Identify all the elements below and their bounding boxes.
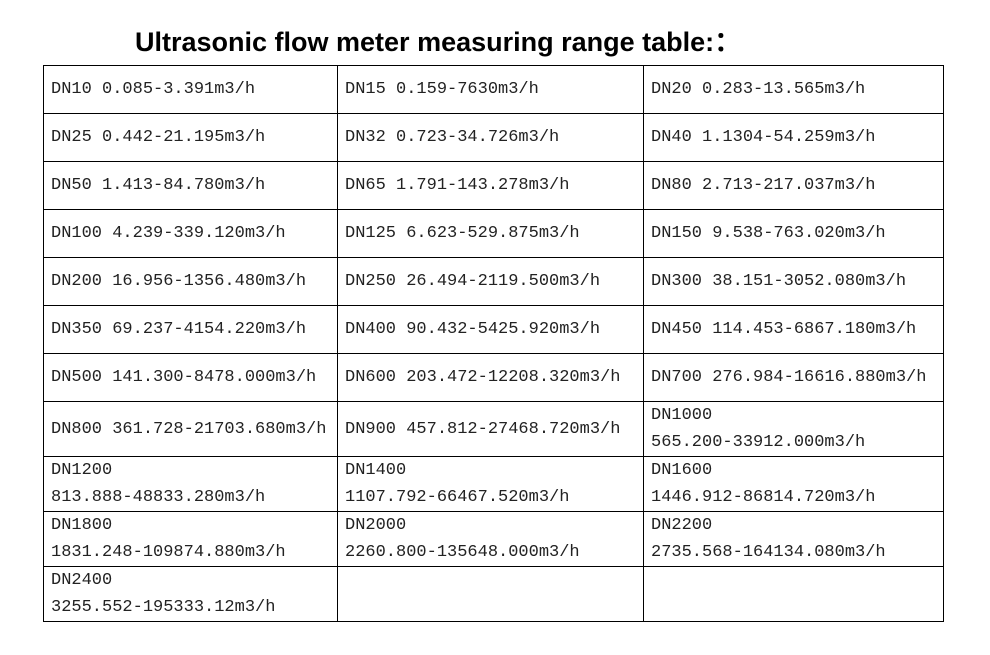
table-row: DN500 141.300-8478.000m3/h DN600 203.472-… xyxy=(43,353,944,402)
table-cell: DN1400 1107.792-66467.520m3/h xyxy=(337,456,644,512)
table-cell: DN600 203.472-12208.320m3/h xyxy=(337,353,644,402)
table-row: DN10 0.085-3.391m3/h DN15 0.159-7630m3/h D… xyxy=(43,65,944,114)
table-cell: DN1600 1446.912-86814.720m3/h xyxy=(643,456,944,512)
table-row: DN1800 1831.248-109874.880m3/h DN2000 2260.… xyxy=(43,511,944,567)
cell-line: DN350 69.237-4154.220m3/h xyxy=(51,320,307,339)
cell-line: DN600 203.472-12208.320m3/h xyxy=(345,368,621,387)
cell-line: DN400 90.432-5425.920m3/h xyxy=(345,320,601,339)
table-cell: DN20 0.283-13.565m3/h xyxy=(643,65,944,114)
cell-line: 813.888-48833.280m3/h xyxy=(51,488,266,507)
table-cell: DN2400 3255.552-195333.12m3/h xyxy=(43,566,338,622)
title: Ultrasonic flow meter measuring range ta… xyxy=(135,27,742,57)
cell-line: 2260.800-135648.000m3/h xyxy=(345,543,580,562)
cell-line: DN900 457.812-27468.720m3/h xyxy=(345,419,621,439)
table-row: DN2400 3255.552-195333.12m3/h xyxy=(43,566,944,622)
cell-line: DN1800 xyxy=(51,516,113,535)
table-cell: DN65 1.791-143.278m3/h xyxy=(337,161,644,210)
cell-line: DN15 0.159-7630m3/h xyxy=(345,80,539,99)
cell-line: DN10 0.085-3.391m3/h xyxy=(51,80,256,99)
table-cell: DN800 361.728-21703.680m3/h xyxy=(43,401,338,457)
table-cell: DN80 2.713-217.037m3/h xyxy=(643,161,944,210)
table-cell: DN25 0.442-21.195m3/h xyxy=(43,113,338,162)
cell-line: DN1600 xyxy=(651,461,713,480)
table-cell: DN300 38.151-3052.080m3/h xyxy=(643,257,944,306)
cell-line: DN250 26.494-2119.500m3/h xyxy=(345,272,601,291)
table-cell xyxy=(643,566,944,622)
table-cell: DN900 457.812-27468.720m3/h xyxy=(337,401,644,457)
table-cell: DN10 0.085-3.391m3/h xyxy=(43,65,338,114)
cell-line: DN200 16.956-1356.480m3/h xyxy=(51,272,307,291)
cell-line: DN80 2.713-217.037m3/h xyxy=(651,176,876,195)
cell-line: DN1200 xyxy=(51,461,113,480)
cell-line: DN1400 xyxy=(345,461,407,480)
cell-line: DN25 0.442-21.195m3/h xyxy=(51,128,266,147)
table-cell: DN1000 565.200-33912.000m3/h xyxy=(643,401,944,457)
cell-line: 3255.552-195333.12m3/h xyxy=(51,598,276,617)
table-cell: DN15 0.159-7630m3/h xyxy=(337,65,644,114)
range-table: DN10 0.085-3.391m3/h DN15 0.159-7630m3/h D… xyxy=(43,65,944,622)
table-row: DN25 0.442-21.195m3/h DN32 0.723-34.726m3… xyxy=(43,113,944,162)
cell-line: DN300 38.151-3052.080m3/h xyxy=(651,272,907,291)
table-cell: DN200 16.956-1356.480m3/h xyxy=(43,257,338,306)
table-cell: DN350 69.237-4154.220m3/h xyxy=(43,305,338,354)
table-row: DN1200 813.888-48833.280m3/h DN1400 1107.79… xyxy=(43,456,944,512)
cell-line: DN65 1.791-143.278m3/h xyxy=(345,176,570,195)
table-cell: DN1200 813.888-48833.280m3/h xyxy=(43,456,338,512)
cell-line: 2735.568-164134.080m3/h xyxy=(651,543,886,562)
cell-line: DN450 114.453-6867.180m3/h xyxy=(651,320,917,339)
cell-line: DN2400 xyxy=(51,571,113,590)
table-cell: DN400 90.432-5425.920m3/h xyxy=(337,305,644,354)
table-cell: DN700 276.984-16616.880m3/h xyxy=(643,353,944,402)
cell-line: DN20 0.283-13.565m3/h xyxy=(651,80,866,99)
cell-line: DN100 4.239-339.120m3/h xyxy=(51,224,286,243)
cell-line: DN150 9.538-763.020m3/h xyxy=(651,224,886,243)
table-cell: DN40 1.1304-54.259m3/h xyxy=(643,113,944,162)
cell-line: DN2000 xyxy=(345,516,407,535)
table-cell: DN32 0.723-34.726m3/h xyxy=(337,113,644,162)
table-cell: DN50 1.413-84.780m3/h xyxy=(43,161,338,210)
table-row: DN200 16.956-1356.480m3/h DN250 26.494-21… xyxy=(43,257,944,306)
table-row: DN350 69.237-4154.220m3/h DN400 90.432-54… xyxy=(43,305,944,354)
table-cell: DN125 6.623-529.875m3/h xyxy=(337,209,644,258)
cell-line: DN500 141.300-8478.000m3/h xyxy=(51,368,317,387)
table-row: DN50 1.413-84.780m3/h DN65 1.791-143.278m… xyxy=(43,161,944,210)
cell-line: DN50 1.413-84.780m3/h xyxy=(51,176,266,195)
table-row: DN800 361.728-21703.680m3/h DN900 457.812… xyxy=(43,401,944,457)
cell-line: DN40 1.1304-54.259m3/h xyxy=(651,128,876,147)
table-cell: DN2200 2735.568-164134.080m3/h xyxy=(643,511,944,567)
table-cell: DN100 4.239-339.120m3/h xyxy=(43,209,338,258)
table-cell: DN150 9.538-763.020m3/h xyxy=(643,209,944,258)
cell-line: 1831.248-109874.880m3/h xyxy=(51,543,286,562)
cell-line: DN2200 xyxy=(651,516,713,535)
table-row: DN100 4.239-339.120m3/h DN125 6.623-529.8… xyxy=(43,209,944,258)
cell-line: DN800 361.728-21703.680m3/h xyxy=(51,419,327,439)
table-cell: DN1800 1831.248-109874.880m3/h xyxy=(43,511,338,567)
cell-line: 565.200-33912.000m3/h xyxy=(651,433,866,452)
table-cell xyxy=(337,566,644,622)
table-cell: DN2000 2260.800-135648.000m3/h xyxy=(337,511,644,567)
cell-line: DN125 6.623-529.875m3/h xyxy=(345,224,580,243)
table-cell: DN250 26.494-2119.500m3/h xyxy=(337,257,644,306)
cell-line: DN32 0.723-34.726m3/h xyxy=(345,128,560,147)
cell-line: 1107.792-66467.520m3/h xyxy=(345,488,570,507)
cell-line: DN1000 xyxy=(651,406,713,425)
cell-line: DN700 276.984-16616.880m3/h xyxy=(651,368,927,387)
table-cell: DN450 114.453-6867.180m3/h xyxy=(643,305,944,354)
cell-line: 1446.912-86814.720m3/h xyxy=(651,488,876,507)
table-cell: DN500 141.300-8478.000m3/h xyxy=(43,353,338,402)
